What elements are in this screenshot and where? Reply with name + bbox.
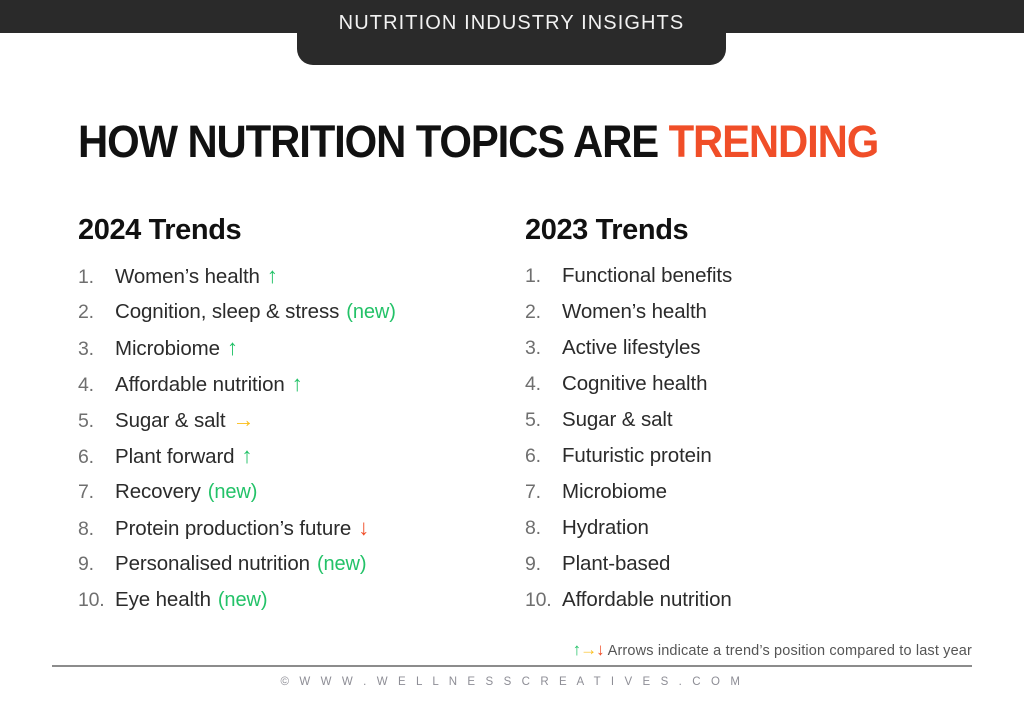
trend-label: Sugar & salt (115, 408, 226, 432)
trend-rank: 3. (78, 337, 94, 360)
trend-row: 8. Protein production’s future ↓ (78, 510, 508, 546)
trend-rank: 2. (78, 300, 94, 323)
arrow-right-icon: → (580, 640, 597, 659)
trend-label: Recovery (115, 479, 201, 503)
trend-label: Plant-based (562, 551, 671, 575)
trend-label: Personalised nutrition (115, 551, 310, 575)
legend-footnote: ↑→↓ Arrows indicate a trend’s position co… (0, 640, 972, 660)
trend-up-arrow-icon: ↑ (291, 370, 303, 396)
trend-row: 5. Sugar & salt (525, 402, 955, 438)
trend-down-arrow-icon: ↓ (358, 514, 370, 540)
trend-label: Microbiome (115, 336, 220, 360)
arrow-down-icon: ↓ (596, 640, 604, 659)
column-2023-heading: 2023 Trends (525, 214, 689, 246)
trend-row: 10. Affordable nutrition (525, 582, 955, 618)
trend-flat-arrow-icon: → (232, 406, 255, 432)
trend-row: 2. Women’s health (525, 294, 955, 330)
trend-row: 10. Eye health (new) (78, 582, 508, 618)
trend-label: Cognition, sleep & stress (115, 299, 340, 323)
trend-row: 1. Functional benefits (525, 258, 955, 294)
trend-rank: 5. (78, 409, 94, 432)
trend-rank: 8. (525, 516, 541, 539)
trend-row: 2. Cognition, sleep & stress (new) (78, 294, 508, 330)
trend-row: 7. Recovery (new) (78, 474, 508, 510)
trend-label: Affordable nutrition (115, 372, 285, 396)
trend-rank: 7. (525, 480, 541, 503)
trend-row: 4. Cognitive health (525, 366, 955, 402)
trend-rank: 9. (78, 552, 94, 575)
arrow-up-icon: ↑ (572, 640, 581, 659)
trend-up-arrow-icon: ↑ (226, 334, 238, 360)
footer-divider (52, 665, 972, 667)
trend-rank: 5. (525, 408, 541, 431)
top-banner-tab: NUTRITION INDUSTRY INSIGHTS (297, 0, 726, 65)
trend-list-2023: 1. Functional benefits 2. Women’s health 3. A… (525, 258, 955, 618)
trend-label: Plant forward (115, 444, 235, 468)
trend-rank: 1. (525, 264, 541, 287)
trend-up-arrow-icon: ↑ (266, 262, 278, 288)
trend-label: Protein production’s future (115, 516, 352, 540)
trend-row: 1. Women’s health ↑ (78, 258, 508, 294)
trend-row: 8. Hydration (525, 510, 955, 546)
trend-rank: 7. (78, 480, 94, 503)
trend-label: Hydration (562, 515, 649, 539)
trend-rank: 3. (525, 336, 541, 359)
trend-label: Eye health (115, 587, 211, 611)
column-2024: 2024 Trends 1. Women’s health ↑ 2. Cognition… (78, 213, 508, 618)
legend-arrows: ↑→↓ (572, 640, 605, 659)
trend-row: 4. Affordable nutrition ↑ (78, 366, 508, 402)
trend-label: Functional benefits (562, 263, 733, 287)
trend-label: Cognitive health (562, 371, 708, 395)
trend-label: Futuristic protein (562, 443, 712, 467)
new-badge: (new) (346, 300, 396, 323)
trend-label: Women’s health (562, 299, 707, 323)
page-title: HOW NUTRITION TOPICS ARE TRENDING (78, 116, 880, 167)
trend-rank: 9. (525, 552, 541, 575)
new-badge: (new) (316, 552, 367, 575)
page-title-accent: TRENDING (668, 116, 880, 167)
trend-rank: 10. (78, 588, 105, 611)
trend-rank: 6. (78, 445, 94, 468)
trend-label: Affordable nutrition (562, 587, 732, 611)
trend-label: Sugar & salt (562, 407, 673, 431)
column-2023: 2023 Trends 1. Functional benefits 2. Women… (525, 213, 955, 618)
column-2024-heading: 2024 Trends (78, 214, 242, 246)
trend-row: 9. Plant-based (525, 546, 955, 582)
trend-list-2024: 1. Women’s health ↑ 2. Cognition, sleep & st… (78, 258, 508, 618)
trend-row: 7. Microbiome (525, 474, 955, 510)
footer-credit: © W W W . W E L L N E S S C R E A T I V … (280, 676, 744, 688)
trend-label: Women’s health (115, 264, 260, 288)
trend-rank: 8. (78, 517, 94, 540)
trend-rank: 4. (78, 373, 94, 396)
trend-row: 3. Microbiome ↑ (78, 330, 508, 366)
trend-row: 6. Futuristic protein (525, 438, 955, 474)
trend-up-arrow-icon: ↑ (241, 442, 253, 468)
trend-label: Active lifestyles (562, 335, 701, 359)
page-title-main: HOW NUTRITION TOPICS ARE (78, 116, 669, 167)
trend-rank: 10. (525, 588, 552, 611)
legend-text: Arrows indicate a trend’s position compa… (607, 643, 972, 659)
trend-row: 9. Personalised nutrition (new) (78, 546, 508, 582)
trend-row: 5. Sugar & salt → (78, 402, 508, 438)
new-badge: (new) (217, 588, 268, 611)
trend-row: 3. Active lifestyles (525, 330, 955, 366)
trend-row: 6. Plant forward ↑ (78, 438, 508, 474)
trend-label: Microbiome (562, 479, 667, 503)
trend-rank: 2. (525, 300, 541, 323)
trend-rank: 4. (525, 372, 541, 395)
banner-title: NUTRITION INDUSTRY INSIGHTS (338, 12, 685, 34)
trend-rank: 1. (78, 265, 94, 288)
trend-rank: 6. (525, 444, 541, 467)
new-badge: (new) (207, 480, 258, 503)
